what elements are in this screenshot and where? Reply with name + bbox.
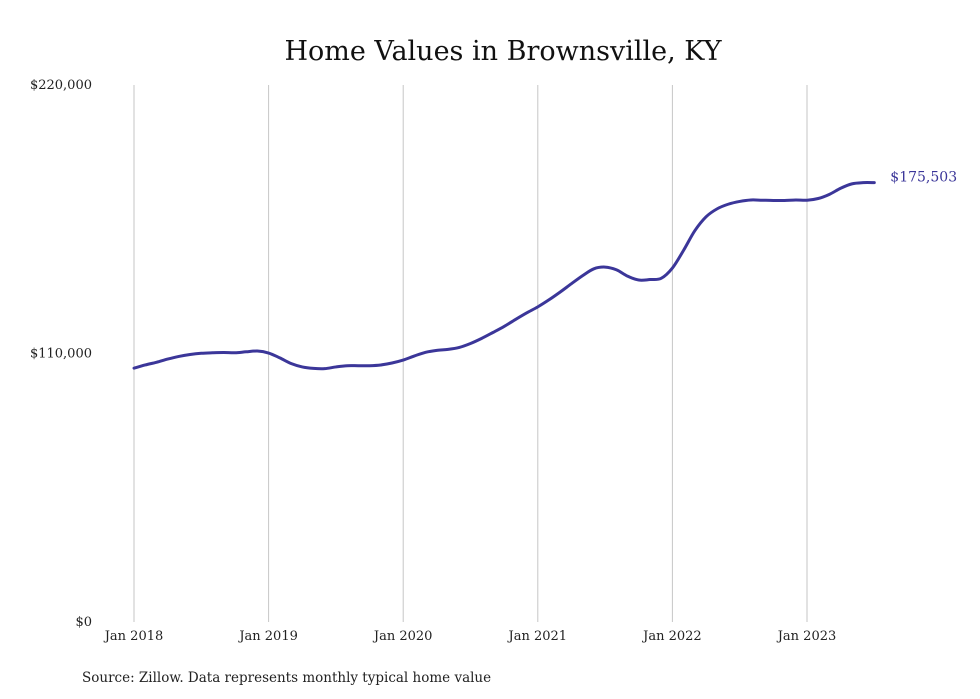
home-value-series-line — [132, 181, 876, 371]
y-tick-label: $110,000 — [30, 347, 92, 362]
x-tick-label: Jan 2022 — [641, 629, 702, 644]
source-note: Source: Zillow. Data represents monthly … — [82, 670, 491, 686]
y-axis-tick-labels: $0 $110,000 $220,000 — [30, 78, 92, 630]
latest-value-label: $175,503 — [890, 170, 957, 186]
x-tick-label: Jan 2020 — [372, 629, 433, 644]
vertical-gridlines — [133, 85, 808, 622]
x-axis-tick-labels: Jan 2018 Jan 2019 Jan 2020 Jan 2021 Jan 2022… — [103, 629, 837, 644]
x-tick-label: Jan 2018 — [103, 629, 164, 644]
x-tick-label: Jan 2023 — [776, 629, 837, 644]
y-tick-label: $0 — [75, 615, 92, 630]
x-tick-label: Jan 2021 — [507, 629, 568, 644]
chart-title: Home Values in Brownsville, KY — [284, 36, 722, 67]
x-tick-label: Jan 2019 — [237, 629, 298, 644]
y-tick-label: $220,000 — [30, 78, 92, 93]
